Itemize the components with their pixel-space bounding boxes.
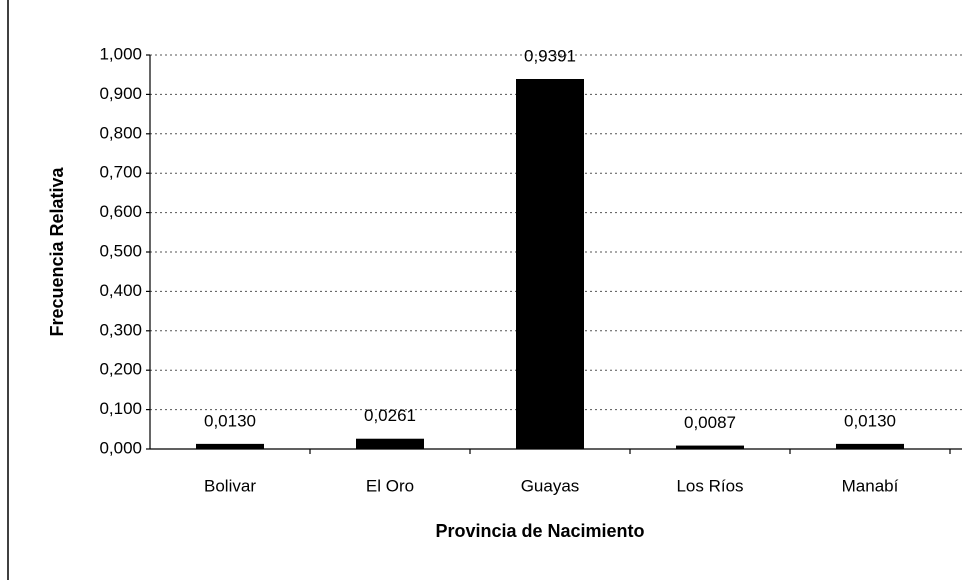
bar [676, 445, 744, 449]
x-tick-label: Manabí [842, 476, 899, 495]
y-tick-label: 0,100 [99, 399, 142, 418]
value-label: 0,0261 [364, 406, 416, 425]
bar [516, 78, 584, 449]
y-tick-label: 0,700 [99, 163, 142, 182]
x-axis-label: Provincia de Nacimiento [435, 521, 644, 541]
y-tick-label: 0,800 [99, 123, 142, 142]
bar [196, 443, 264, 449]
x-tick-label: El Oro [366, 476, 414, 495]
y-tick-label: 0,300 [99, 320, 142, 339]
y-tick-label: 0,500 [99, 241, 142, 260]
y-axis-label: Frecuencia Relativa [47, 166, 67, 336]
value-label: 0,0130 [844, 411, 896, 430]
value-label: 0,0130 [204, 411, 256, 430]
y-tick-label: 0,600 [99, 202, 142, 221]
x-tick-label: Los Ríos [676, 476, 743, 495]
y-tick-label: 0,400 [99, 281, 142, 300]
y-tick-label: 0,200 [99, 360, 142, 379]
x-tick-label: Guayas [521, 476, 580, 495]
y-tick-label: 0,000 [99, 438, 142, 457]
value-label: 0,9391 [524, 46, 576, 65]
value-label: 0,0087 [684, 413, 736, 432]
bar [356, 438, 424, 449]
bar [836, 443, 904, 449]
x-tick-label: Bolivar [204, 476, 256, 495]
y-tick-label: 1,000 [99, 44, 142, 63]
y-tick-label: 0,900 [99, 84, 142, 103]
